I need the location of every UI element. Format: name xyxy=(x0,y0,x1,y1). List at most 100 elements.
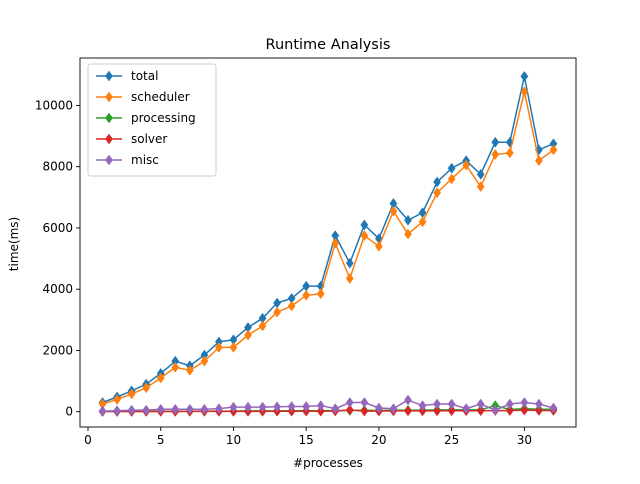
data-point-misc xyxy=(447,398,456,410)
data-point-scheduler xyxy=(171,361,180,373)
data-point-scheduler xyxy=(462,159,471,171)
data-point-misc xyxy=(185,403,194,415)
data-point-scheduler xyxy=(345,273,354,284)
legend-item-misc: misc xyxy=(96,153,159,167)
data-point-solver xyxy=(476,405,485,417)
data-point-misc xyxy=(491,404,500,416)
series-scheduler xyxy=(98,86,558,410)
legend-label: scheduler xyxy=(131,90,190,104)
data-point-misc xyxy=(156,403,165,415)
data-point-scheduler xyxy=(316,288,325,300)
data-point-total xyxy=(360,219,369,231)
data-point-solver xyxy=(316,405,325,417)
data-point-misc xyxy=(345,397,354,408)
legend-item-solver: solver xyxy=(96,132,167,146)
data-point-total xyxy=(345,257,354,269)
legend-label: processing xyxy=(131,111,196,125)
y-tick-label: 10000 xyxy=(35,98,73,112)
data-point-scheduler xyxy=(389,205,398,217)
data-point-misc xyxy=(476,398,485,410)
data-point-total xyxy=(404,214,412,226)
data-point-solver xyxy=(404,405,412,417)
data-point-scheduler xyxy=(244,329,252,341)
data-point-misc xyxy=(404,394,412,406)
data-point-misc xyxy=(287,401,296,412)
plot-area xyxy=(79,57,577,428)
data-point-total xyxy=(447,162,456,174)
data-point-misc xyxy=(98,405,107,417)
data-point-misc xyxy=(244,401,252,413)
data-point-misc xyxy=(215,403,223,415)
y-tick-label: 4000 xyxy=(42,282,73,296)
x-axis: 0 5 10 15 20 25 30 xyxy=(84,427,532,447)
data-point-scheduler xyxy=(433,187,441,199)
data-point-misc xyxy=(302,401,311,412)
data-point-misc xyxy=(171,403,180,415)
y-tick-label: 2000 xyxy=(42,343,73,357)
data-point-scheduler xyxy=(287,300,296,312)
series-total xyxy=(98,70,558,408)
legend-marker xyxy=(105,91,113,103)
data-point-misc xyxy=(200,403,209,415)
x-tick-label: 15 xyxy=(299,433,314,447)
x-tick-label: 5 xyxy=(157,433,165,447)
data-point-scheduler xyxy=(404,228,412,240)
data-point-solver xyxy=(433,405,441,417)
data-point-misc xyxy=(360,397,369,408)
data-point-scheduler xyxy=(142,382,151,394)
data-point-scheduler xyxy=(229,341,238,353)
legend-label: solver xyxy=(131,132,167,146)
data-point-misc xyxy=(273,401,281,413)
y-tick-label: 8000 xyxy=(42,160,73,174)
data-point-misc xyxy=(505,398,514,410)
data-point-scheduler xyxy=(302,289,311,301)
x-axis-label: #processes xyxy=(293,456,363,470)
data-point-solver xyxy=(447,405,456,417)
y-axis-label: time(ms) xyxy=(7,217,21,271)
legend: total scheduler processing solver misc xyxy=(87,63,217,177)
data-point-scheduler xyxy=(273,306,281,318)
data-point-solver xyxy=(520,404,529,416)
data-point-misc xyxy=(389,403,398,415)
data-point-solver xyxy=(535,405,543,416)
y-tick-label: 0 xyxy=(65,405,73,419)
data-point-scheduler xyxy=(520,86,529,98)
data-point-misc xyxy=(113,405,121,417)
legend-box xyxy=(87,63,217,177)
data-point-scheduler xyxy=(549,144,558,156)
plot-frame xyxy=(79,57,577,428)
data-point-scheduler xyxy=(200,355,209,367)
data-point-misc xyxy=(331,403,340,415)
data-point-scheduler xyxy=(447,173,456,185)
series-misc xyxy=(98,394,558,417)
legend-marker xyxy=(105,133,113,145)
x-tick-label: 0 xyxy=(84,433,92,447)
data-point-misc xyxy=(127,404,136,416)
data-point-solver xyxy=(505,405,514,417)
data-point-misc xyxy=(418,400,427,411)
data-point-scheduler xyxy=(215,341,223,353)
legend-item-total: total xyxy=(96,69,158,83)
data-point-scheduler xyxy=(360,230,369,242)
legend-marker xyxy=(105,112,113,124)
y-axis: 0 2000 4000 6000 8000 10000 xyxy=(35,98,80,419)
data-point-scheduler xyxy=(535,155,543,167)
y-tick-label: 6000 xyxy=(42,221,73,235)
data-point-scheduler xyxy=(375,240,383,252)
data-point-scheduler xyxy=(258,320,267,332)
chart-title: Runtime Analysis xyxy=(266,37,391,53)
data-point-scheduler xyxy=(156,372,165,384)
legend-marker xyxy=(105,70,113,82)
data-point-scheduler xyxy=(331,237,340,249)
data-point-scheduler xyxy=(418,216,427,228)
data-point-misc xyxy=(142,404,151,416)
data-point-scheduler xyxy=(113,394,121,405)
legend-label: misc xyxy=(131,153,159,167)
data-point-solver xyxy=(345,404,354,416)
data-point-misc xyxy=(520,397,529,408)
data-point-misc xyxy=(375,402,383,414)
data-point-total xyxy=(433,176,441,188)
data-point-total xyxy=(491,136,500,148)
data-point-misc xyxy=(316,400,325,411)
